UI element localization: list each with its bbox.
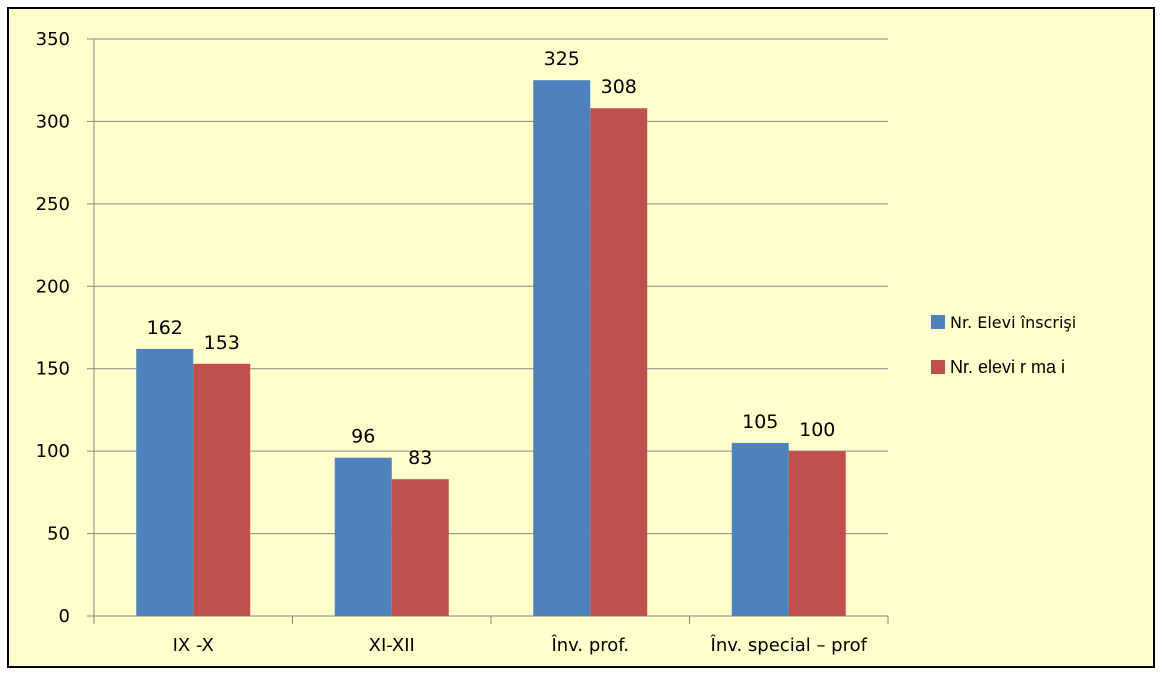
bar-enrolled — [731, 442, 789, 616]
legend-label: Nr. elevi r ma i — [950, 357, 1065, 377]
bar-enrolled — [334, 457, 392, 616]
y-tick-label: 100 — [36, 441, 70, 462]
bar-enrolled — [136, 348, 194, 616]
y-tick-label: 50 — [47, 524, 70, 545]
data-label: 325 — [544, 48, 580, 70]
y-tick-label: 300 — [36, 111, 70, 132]
bar-remaining — [193, 363, 251, 616]
bar-remaining — [590, 108, 648, 617]
x-tick-label: Înv. special – prof — [710, 634, 868, 656]
y-tick-label: 250 — [36, 194, 70, 215]
data-label: 162 — [147, 317, 183, 339]
data-label: 96 — [351, 426, 375, 448]
bar-remaining — [788, 451, 846, 616]
data-label: 105 — [742, 411, 778, 433]
data-labels: 162 96 325 105 153 83 308 100 — [147, 48, 836, 469]
legend-label: Nr. Elevi înscrişi — [950, 313, 1076, 332]
y-tick-label: 0 — [59, 606, 70, 627]
x-tick-label: Înv. prof. — [550, 634, 629, 656]
axes: 0 50 100 150 200 250 300 350 IX -X XI-XII Înv. pro… — [36, 29, 889, 656]
bars — [136, 80, 846, 617]
x-tick-label: XI-XII — [369, 635, 415, 656]
y-tick-label: 200 — [36, 276, 70, 297]
legend: Nr. Elevi înscrişi Nr. elevi r ma i — [931, 313, 1076, 377]
bar-remaining — [391, 479, 449, 616]
data-label: 153 — [204, 332, 240, 354]
bar-enrolled — [533, 80, 591, 616]
data-label: 83 — [408, 447, 432, 469]
data-label: 308 — [601, 76, 637, 98]
y-tick-label: 150 — [36, 359, 70, 380]
legend-swatch — [931, 360, 945, 374]
data-label: 100 — [799, 419, 835, 441]
y-tick-label: 350 — [36, 29, 70, 50]
legend-swatch — [931, 315, 945, 329]
x-tick-label: IX -X — [173, 635, 214, 656]
